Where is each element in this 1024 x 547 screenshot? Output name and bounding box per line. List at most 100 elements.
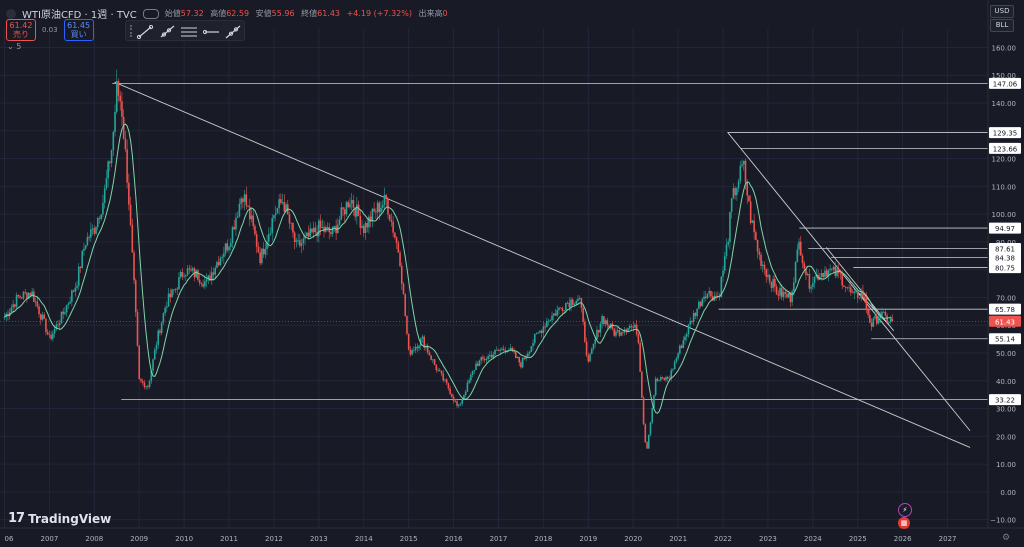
y-tick-label: 110.00 xyxy=(992,183,1017,191)
candle-body xyxy=(772,278,774,288)
candle-body xyxy=(185,274,187,277)
candle-body xyxy=(223,253,225,258)
candle-body xyxy=(473,370,476,372)
candle-body xyxy=(444,379,446,381)
candle-body xyxy=(882,311,885,313)
currency-button[interactable]: USD xyxy=(990,5,1014,18)
horizontal-ray-icon[interactable] xyxy=(202,24,220,38)
candle-body xyxy=(323,227,325,232)
candle-body xyxy=(578,298,581,299)
y-tick-label: 100.00 xyxy=(992,211,1017,219)
candle-body xyxy=(397,242,400,253)
ray-line-icon[interactable] xyxy=(158,24,176,38)
candle-body xyxy=(677,353,679,359)
candle-body xyxy=(589,354,591,362)
candle-body xyxy=(91,228,94,230)
candle-body xyxy=(703,296,705,299)
candle-body xyxy=(794,262,797,283)
x-tick-label: 2024 xyxy=(804,535,822,543)
candle-body xyxy=(490,355,493,358)
y-tick-label: 160.00 xyxy=(992,44,1017,52)
candle-body xyxy=(288,214,291,224)
candle-body xyxy=(300,243,303,246)
calendar-event-icon[interactable]: ▦ xyxy=(898,517,910,529)
gear-icon[interactable]: ⚙ xyxy=(1002,533,1011,543)
candle-body xyxy=(758,251,761,255)
candle-body xyxy=(537,332,540,334)
unit-button[interactable]: BLL xyxy=(990,19,1014,32)
candle-body xyxy=(331,226,334,234)
candle-body xyxy=(606,320,609,326)
candle-body xyxy=(837,269,840,273)
candle-body xyxy=(202,284,204,287)
candle-body xyxy=(262,248,265,255)
candle-body xyxy=(131,224,134,253)
candle-body xyxy=(824,270,826,277)
candle-body xyxy=(860,290,863,298)
candle-body xyxy=(684,336,686,341)
indicators-toggle[interactable]: ⌄ 5 xyxy=(7,42,22,51)
candle-body xyxy=(376,202,379,213)
y-tick-label: 120.00 xyxy=(992,156,1017,164)
candle-body xyxy=(136,312,139,346)
candle-body xyxy=(649,422,652,435)
candle-body xyxy=(112,131,115,151)
candle-body xyxy=(464,391,467,396)
candle-body xyxy=(613,329,616,336)
candle-body xyxy=(767,274,769,277)
level-price-tag xyxy=(989,142,1021,154)
extended-line-icon[interactable] xyxy=(224,24,242,38)
candle-body xyxy=(603,316,605,324)
candle-body xyxy=(359,216,362,228)
candle-body xyxy=(357,204,360,217)
candle-body xyxy=(660,377,662,380)
candle-body xyxy=(514,352,517,359)
candle-body xyxy=(86,237,89,246)
candle-body xyxy=(789,292,792,303)
candle-body xyxy=(17,295,20,297)
candle-body xyxy=(328,227,331,233)
lightning-event-icon[interactable]: ⚡ xyxy=(898,503,912,517)
candle-body xyxy=(844,286,847,288)
visibility-toggle-icon[interactable] xyxy=(142,8,159,19)
candle-body xyxy=(825,270,828,277)
trend-line-icon[interactable] xyxy=(136,24,154,39)
candle-body xyxy=(38,306,40,315)
candle-body xyxy=(779,287,781,296)
candle-body xyxy=(71,290,73,302)
candle-body xyxy=(349,203,351,208)
parallel-channel-icon[interactable] xyxy=(180,24,198,38)
trend-line xyxy=(114,81,971,448)
candle-body xyxy=(330,232,332,234)
candle-body xyxy=(518,356,521,363)
candle-body xyxy=(670,370,673,379)
candle-body xyxy=(388,214,391,221)
candle-body xyxy=(416,346,419,349)
current-price-label: 61.43 xyxy=(995,318,1015,326)
drag-handle-icon[interactable] xyxy=(130,24,132,37)
sell-button[interactable]: 61.42 売り xyxy=(6,19,36,41)
candle-body xyxy=(466,382,469,392)
candle-body xyxy=(257,246,260,253)
candle-body xyxy=(304,235,306,239)
candle-body xyxy=(129,204,132,225)
candle-body xyxy=(15,295,18,307)
candle-body xyxy=(877,318,880,324)
level-price-label: 129.35 xyxy=(993,130,1018,138)
candle-body xyxy=(530,346,533,352)
candle-body xyxy=(692,312,695,323)
candle-body xyxy=(20,297,23,299)
candle-body xyxy=(399,252,401,267)
tradingview-logo[interactable]: 17 TradingView xyxy=(8,511,112,526)
candle-body xyxy=(140,379,142,381)
candle-body xyxy=(356,204,358,217)
chart-grid xyxy=(0,28,988,528)
spread-value: 0.03 xyxy=(42,26,58,34)
buy-button[interactable]: 61.45 買い xyxy=(63,19,94,41)
candle-body xyxy=(492,354,495,358)
level-price-label: 123.66 xyxy=(993,145,1018,153)
symbol-title[interactable]: WTI原油CFD · 1週 · TVC xyxy=(22,10,137,21)
candle-body xyxy=(685,334,688,337)
candle-body xyxy=(69,301,71,304)
